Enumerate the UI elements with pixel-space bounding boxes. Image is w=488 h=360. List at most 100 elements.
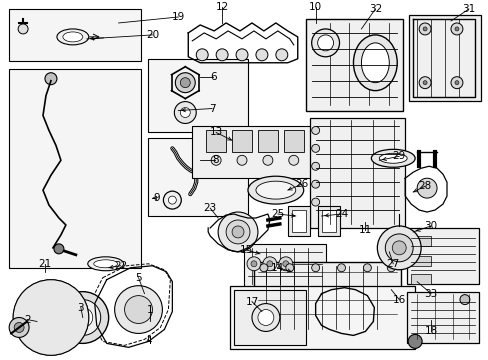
Text: 3: 3	[77, 302, 84, 312]
Circle shape	[391, 241, 406, 255]
Circle shape	[124, 296, 152, 324]
Text: 14: 14	[271, 263, 284, 273]
Bar	[291, 210, 305, 232]
Ellipse shape	[379, 153, 407, 163]
Bar	[410, 236, 430, 246]
Text: 22: 22	[114, 261, 127, 271]
Circle shape	[54, 244, 64, 254]
Circle shape	[168, 196, 176, 204]
Circle shape	[251, 303, 279, 332]
Bar	[305, 19, 403, 111]
Bar	[229, 286, 414, 349]
Circle shape	[278, 257, 292, 271]
Ellipse shape	[63, 32, 82, 42]
Circle shape	[422, 27, 426, 31]
Ellipse shape	[361, 43, 388, 83]
Circle shape	[211, 155, 221, 165]
Bar	[410, 256, 430, 266]
Circle shape	[73, 307, 93, 328]
Circle shape	[218, 212, 257, 252]
Circle shape	[57, 292, 108, 343]
Bar	[9, 69, 140, 268]
Ellipse shape	[57, 29, 89, 45]
Text: 11: 11	[358, 225, 371, 235]
Text: 9: 9	[153, 193, 160, 203]
Circle shape	[13, 280, 89, 355]
Bar	[317, 206, 339, 236]
Circle shape	[317, 35, 333, 51]
Text: 10: 10	[308, 2, 322, 12]
Bar	[309, 118, 405, 228]
Bar	[253, 262, 401, 336]
Text: 26: 26	[294, 179, 308, 189]
Ellipse shape	[94, 260, 118, 268]
Circle shape	[282, 261, 288, 267]
Ellipse shape	[353, 35, 396, 91]
Bar	[287, 206, 309, 236]
Text: 30: 30	[424, 221, 437, 231]
Circle shape	[337, 264, 345, 272]
Text: 17: 17	[245, 297, 258, 307]
Circle shape	[180, 108, 190, 117]
Bar	[232, 130, 251, 152]
Circle shape	[311, 180, 319, 188]
Circle shape	[237, 155, 246, 165]
Bar	[408, 15, 480, 100]
Circle shape	[311, 162, 319, 170]
Text: 33: 33	[424, 289, 437, 299]
Circle shape	[311, 144, 319, 152]
Circle shape	[418, 77, 430, 89]
Circle shape	[418, 23, 430, 35]
Circle shape	[260, 264, 267, 272]
Ellipse shape	[87, 257, 123, 271]
Circle shape	[255, 49, 267, 61]
Circle shape	[311, 198, 319, 206]
Text: 28: 28	[418, 181, 431, 191]
Text: 25: 25	[271, 209, 284, 219]
Circle shape	[18, 24, 28, 34]
Bar	[321, 210, 335, 232]
Circle shape	[196, 49, 208, 61]
Circle shape	[422, 81, 426, 85]
Bar	[244, 244, 325, 288]
Text: 2: 2	[24, 315, 30, 324]
Circle shape	[257, 310, 273, 325]
Circle shape	[250, 261, 256, 267]
Bar	[257, 130, 277, 152]
Circle shape	[175, 73, 195, 93]
Circle shape	[459, 294, 469, 305]
Circle shape	[236, 49, 247, 61]
Circle shape	[311, 29, 339, 57]
Bar	[283, 130, 303, 152]
Circle shape	[14, 323, 24, 332]
Circle shape	[450, 23, 462, 35]
Text: 32: 32	[368, 4, 381, 14]
Circle shape	[363, 264, 370, 272]
Circle shape	[263, 257, 276, 271]
Text: 20: 20	[145, 30, 159, 40]
Circle shape	[288, 155, 298, 165]
Text: 16: 16	[392, 294, 405, 305]
Bar	[407, 292, 478, 343]
Circle shape	[263, 155, 272, 165]
Circle shape	[285, 264, 293, 272]
Text: 19: 19	[171, 12, 184, 22]
Circle shape	[13, 280, 89, 355]
Circle shape	[174, 102, 196, 123]
Circle shape	[216, 49, 227, 61]
Bar	[407, 228, 478, 284]
Text: 15: 15	[239, 245, 252, 255]
Circle shape	[377, 226, 420, 270]
Ellipse shape	[247, 176, 303, 204]
Circle shape	[246, 257, 261, 271]
Text: 8: 8	[211, 155, 218, 165]
Circle shape	[450, 77, 462, 89]
Text: 12: 12	[215, 2, 228, 12]
Text: 31: 31	[461, 4, 474, 14]
Circle shape	[163, 191, 181, 209]
Text: 4: 4	[145, 336, 151, 346]
Circle shape	[275, 49, 287, 61]
Bar	[148, 138, 247, 216]
Text: 23: 23	[203, 203, 216, 213]
Circle shape	[180, 78, 190, 87]
